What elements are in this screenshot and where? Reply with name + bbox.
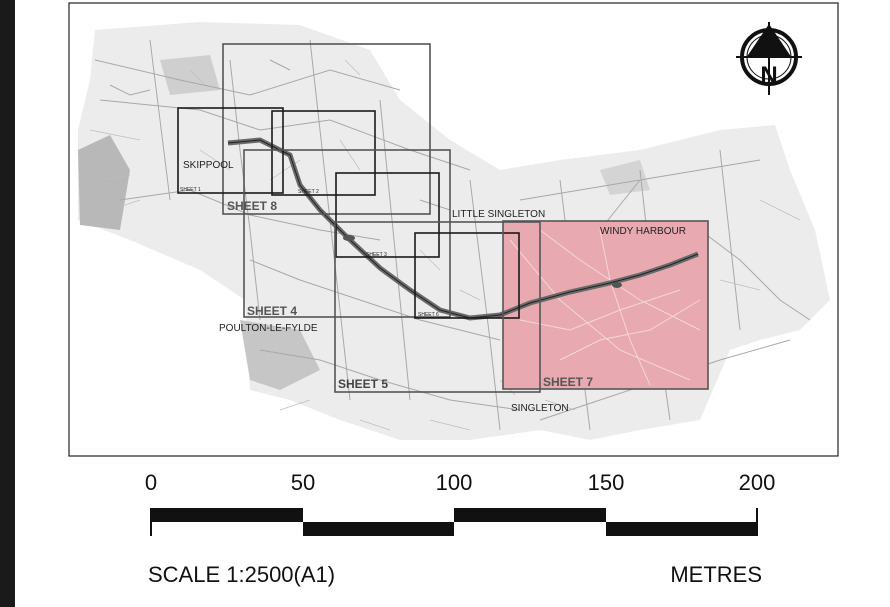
scale-units-text: METRES xyxy=(670,562,762,587)
place-label-little-singleton: LITTLE SINGLETON xyxy=(452,209,545,220)
scale-tick-150: 150 xyxy=(588,470,625,495)
place-label-windy-harbour: WINDY HARBOUR xyxy=(600,226,686,237)
sheet-4-label: SHEET 4 xyxy=(247,304,297,318)
north-arrow-icon: N xyxy=(736,22,802,95)
sheet-boundaries xyxy=(177,43,709,393)
scale-ratio-text: SCALE 1:2500(A1) xyxy=(148,562,335,587)
sheet-7-highlight xyxy=(503,221,708,389)
sheet-5-label: SHEET 5 xyxy=(338,377,388,391)
road-corridor xyxy=(227,137,699,321)
sheet-7-label: SHEET 7 xyxy=(543,375,593,389)
scale-tick-50: 50 xyxy=(291,470,315,495)
place-label-skippool: SKIPPOOL xyxy=(183,160,234,171)
sheet-6-label: SHEET 6 xyxy=(418,312,439,318)
page-edge-bar xyxy=(0,0,15,607)
place-label-singleton: SINGLETON xyxy=(511,403,569,414)
scale-tick-200: 200 xyxy=(739,470,776,495)
sheet-8-label: SHEET 8 xyxy=(227,199,277,213)
sheet-7-streets xyxy=(509,229,701,386)
north-letter: N xyxy=(760,62,777,89)
sheet-1-label: SHEET 1 xyxy=(180,187,201,193)
place-label-poulton-le-fylde: POULTON-LE-FYLDE xyxy=(219,323,318,334)
sheet-3-label: SHEET 3 xyxy=(366,252,387,258)
scale-tick-0: 0 xyxy=(145,470,157,495)
scale-bar: 0 50 100 150 200 SCALE 1:2500(A1) METRES xyxy=(145,470,775,587)
scale-tick-100: 100 xyxy=(436,470,473,495)
sheet-2-label: SHEET 2 xyxy=(298,189,319,195)
